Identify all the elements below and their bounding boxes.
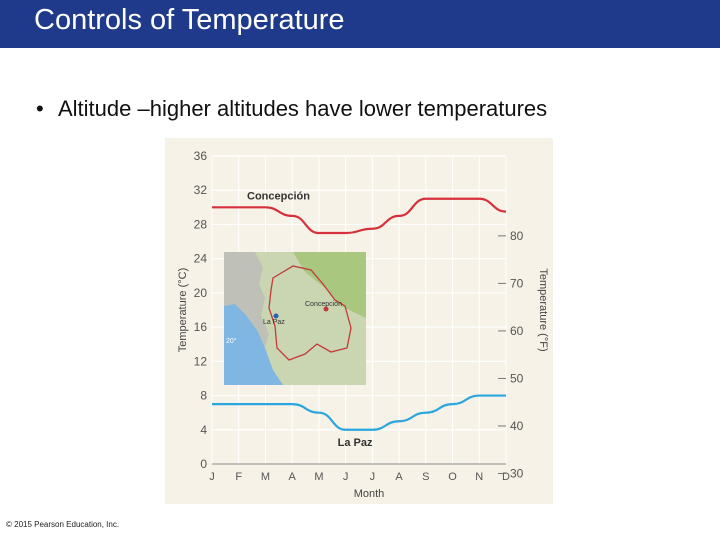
inset-map: Concepción La Paz 20° — [224, 252, 366, 385]
right-tick-label: 40 — [510, 419, 524, 433]
x-tick-label: F — [235, 471, 242, 483]
x-tick-label: A — [289, 471, 297, 483]
y-tick-label: 28 — [194, 217, 208, 231]
series-line-concepcion — [211, 197, 507, 235]
map-concepcion-marker — [323, 306, 329, 312]
map-label-concepcion: Concepción — [305, 301, 342, 308]
x-tick-label: O — [448, 471, 457, 483]
y-tick-label: 20 — [194, 286, 208, 300]
y-tick-label: 12 — [194, 354, 208, 368]
y-tick-label: 24 — [194, 252, 208, 266]
right-tick-label: 50 — [510, 371, 524, 385]
right-tick-label: 60 — [510, 324, 524, 338]
x-tick-label: M — [314, 471, 323, 483]
series-label-la-paz: La Paz — [338, 437, 373, 449]
right-tick-label: 30 — [510, 467, 524, 481]
map-ocean — [224, 304, 283, 385]
map-country-border — [268, 265, 352, 361]
series-label-concepcion: Concepción — [247, 190, 310, 202]
bullet-dot-icon: • — [36, 96, 44, 121]
lines-layer: Concepción La Paz — [211, 190, 507, 449]
map-label-latitude: 20° — [226, 337, 237, 345]
axis-layer: 0 4 8 12 16 20 24 28 32 36 J F M A M J J A S O N D 30 40 50 60 70 8… — [177, 149, 549, 500]
bullet-text: Altitude –higher altitudes have lower te… — [58, 96, 548, 121]
y-tick-label: 0 — [200, 457, 207, 471]
x-tick-label: D — [502, 471, 510, 483]
y-axis-title-right: Temperature (°F) — [537, 268, 549, 351]
right-tick-label: 80 — [510, 229, 524, 243]
title-bar — [0, 0, 720, 48]
map-la-paz-marker — [273, 313, 279, 319]
slide-title: Controls of Temperature — [34, 4, 345, 36]
map-label-la-paz: La Paz — [263, 319, 285, 326]
y-tick-label: 4 — [200, 423, 207, 437]
x-tick-label: A — [395, 471, 403, 483]
bullet-item: • Altitude –higher altitudes have lower t… — [36, 96, 547, 122]
y-tick-label: 36 — [194, 149, 208, 163]
x-tick-label: M — [261, 471, 270, 483]
y-axis-title: Temperature (°C) — [177, 268, 189, 352]
x-tick-label: J — [209, 471, 215, 483]
x-tick-label: J — [370, 471, 376, 483]
y-tick-label: 8 — [200, 389, 207, 403]
series-line-la-paz — [212, 394, 506, 431]
x-tick-label: N — [475, 471, 483, 483]
y-tick-label: 16 — [194, 320, 208, 334]
copyright-text: © 2015 Pearson Education, Inc. — [6, 520, 120, 529]
chart-svg: Concepción La Paz 20° Concepción La Paz 0… — [165, 138, 553, 504]
temperature-chart: Concepción La Paz 20° Concepción La Paz 0… — [165, 138, 553, 504]
x-tick-label: J — [343, 471, 349, 483]
x-axis-title: Month — [354, 488, 385, 500]
x-tick-label: S — [422, 471, 429, 483]
y-tick-label: 32 — [194, 183, 208, 197]
map-lowlands — [293, 252, 366, 318]
right-tick-label: 70 — [510, 276, 524, 290]
